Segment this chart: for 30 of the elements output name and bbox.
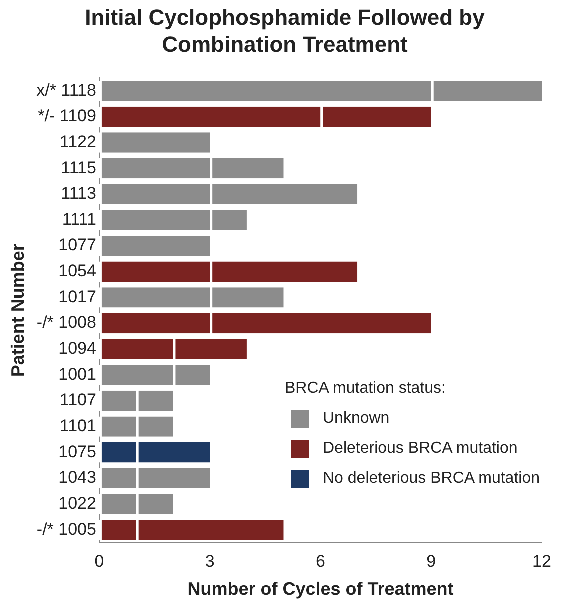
legend-label: Deleterious BRCA mutation	[323, 440, 518, 458]
y-tick-label: 1022	[58, 494, 96, 513]
x-axis-title: Number of Cycles of Treatment	[188, 579, 454, 600]
y-tick-label: 1094	[58, 339, 96, 358]
y-tick-label: 1075	[58, 442, 96, 462]
y-tick-label: 1115	[61, 158, 96, 178]
y-tick-label: 1101	[60, 416, 96, 436]
y-tick-label: 1107	[60, 390, 96, 410]
x-tick-label: 9	[426, 552, 436, 571]
y-tick-label: 1017	[58, 287, 96, 306]
chart-title: Initial Cyclophosphamide Followed by Combination Treatment	[84, 4, 486, 58]
y-tick-label: 1122	[60, 132, 96, 152]
y-tick-label: */- 1109	[38, 106, 96, 126]
y-tick-label: 1043	[58, 468, 96, 488]
x-tick-label: 12	[532, 552, 552, 571]
legend-title: BRCA mutation status:	[285, 380, 447, 398]
legend-label: Unknown	[323, 410, 390, 428]
y-tick-label: -/* 1008	[36, 313, 96, 332]
y-tick-label: -/* 1005	[36, 520, 96, 539]
y-tick-label: 1077	[58, 236, 96, 255]
legend-label: No deleterious BRCA mutation	[323, 470, 540, 488]
x-tick-label: 6	[316, 552, 326, 571]
y-axis-title: Patient Number	[8, 244, 28, 378]
x-tick-label: 3	[205, 552, 215, 571]
y-tick-label: 1054	[58, 262, 96, 281]
y-tick-label: 1113	[61, 184, 96, 204]
y-tick-label: 1001	[58, 364, 96, 384]
y-tick-label: 1111	[62, 210, 96, 229]
y-tick-label: x/* 1118	[36, 80, 96, 100]
x-tick-label: 0	[94, 552, 104, 571]
